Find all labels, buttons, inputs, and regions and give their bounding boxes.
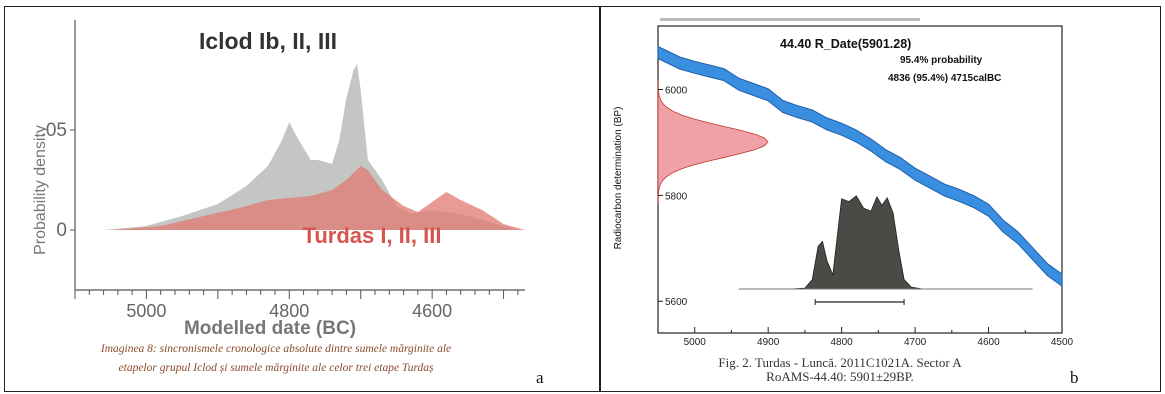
x-tick-label: 4500 <box>1051 337 1074 348</box>
x-tick-label: 4900 <box>757 337 780 348</box>
faint-header-text <box>660 18 920 21</box>
caption-b-line1: Fig. 2. Turdas - Luncă. 2011C1021A. Sect… <box>718 355 962 370</box>
caption-b: Fig. 2. Turdas - Luncă. 2011C1021A. Sect… <box>640 356 1040 384</box>
series-area-1 <box>110 166 525 230</box>
calibrated-distribution <box>790 195 923 290</box>
annotation-turdas: Turdas I, II, III <box>303 223 442 248</box>
annotation-range: 4836 (95.4%) 4715calBC <box>888 73 1001 84</box>
measurement-distribution <box>657 80 769 204</box>
y-tick-label: 5800 <box>665 191 688 202</box>
x-tick-label: 5000 <box>126 301 166 321</box>
caption-a-line1: Imaginea 8: sincronismele cronologice ab… <box>100 343 452 355</box>
y-tick-label: 5600 <box>665 297 688 308</box>
y-tick-label: 6000 <box>665 86 688 97</box>
panel-b-frame <box>600 6 1161 392</box>
y-tick-label: 0 <box>56 220 67 241</box>
x-axis-label: Modelled date (BC) <box>184 318 356 339</box>
panel-letter-b: b <box>1070 368 1079 387</box>
x-tick-label: 4800 <box>831 337 854 348</box>
annotation-iclod: Iclod Ib, II, III <box>199 28 337 54</box>
x-tick-label: 4600 <box>977 337 1000 348</box>
calibration-curve <box>657 45 1063 288</box>
caption-b-line2: RoAMS-44.40: 5901±29BP. <box>766 369 914 384</box>
x-tick-label: 4600 <box>412 301 452 321</box>
y-axis-label: Radiocarbon determination (BP) <box>613 107 624 250</box>
chart-title: 44.40 R_Date(5901.28) <box>780 37 911 51</box>
x-tick-label: 5000 <box>684 337 707 348</box>
y-tick-label: .05 <box>41 120 67 141</box>
chart-a: 5000 4800 4600 .05 0 Probability density Mod… <box>32 20 525 339</box>
panel-letter-a: a <box>536 368 544 387</box>
y-axis-label: Probability density <box>32 125 49 255</box>
annotation-probability: 95.4% probability <box>900 55 983 66</box>
x-tick-label: 4700 <box>904 337 927 348</box>
chart-b: 5000 4900 4800 4700 4600 4500 6000 5800 5600 44.… <box>613 18 1074 348</box>
caption-a-line2: etapelor grupul Iclod și sumele mărginit… <box>118 362 434 374</box>
x-tick-label: 4800 <box>269 301 309 321</box>
caption-a: Imaginea 8: sincronismele cronologice ab… <box>16 340 536 378</box>
panel-a-frame <box>4 6 600 392</box>
